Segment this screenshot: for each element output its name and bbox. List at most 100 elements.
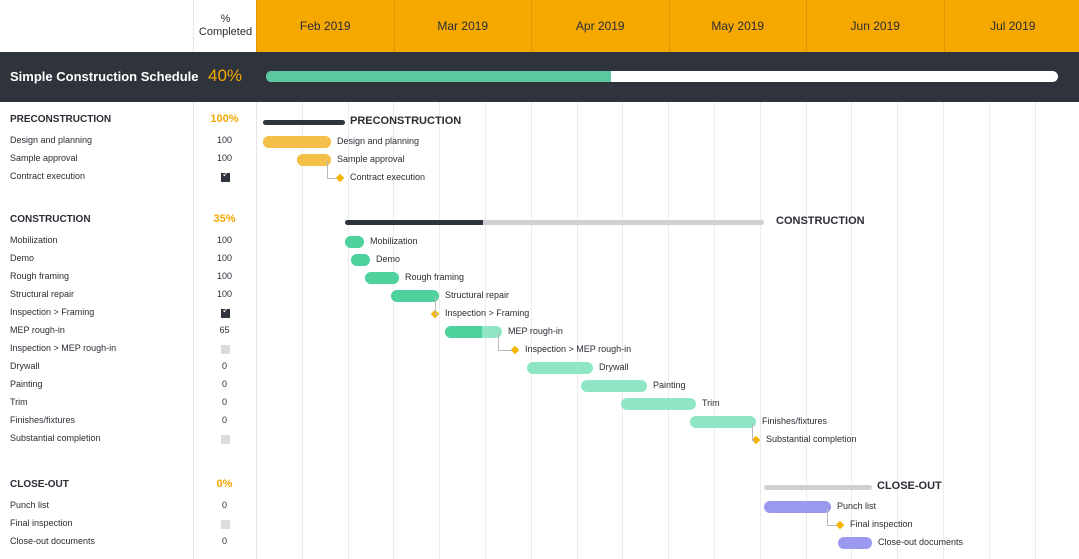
task-row[interactable]: Final inspection	[0, 516, 256, 534]
task-percent: 0	[221, 397, 227, 407]
group-row[interactable]: PRECONSTRUCTION 100%	[0, 113, 256, 131]
grid-line	[988, 102, 990, 559]
column-divider	[256, 102, 257, 559]
task-row[interactable]: Trim 0	[0, 395, 256, 413]
task-row[interactable]: Mobilization 100	[0, 233, 256, 251]
task-name: Design and planning	[10, 135, 93, 145]
month-may-2019[interactable]: May 2019	[668, 0, 807, 52]
task-bar-label: Drywall	[599, 362, 629, 372]
task-name: Drywall	[10, 361, 40, 371]
project-percent: 40%	[208, 66, 243, 85]
dependency-connector	[827, 508, 837, 526]
percent-completed-header[interactable]: % Completed	[193, 0, 257, 52]
task-row[interactable]: Punch list 0	[0, 498, 256, 516]
task-name: Final inspection	[10, 518, 73, 528]
milestone-checkbox-checked[interactable]	[221, 306, 230, 318]
task-bar[interactable]	[527, 362, 593, 374]
task-bar[interactable]	[365, 272, 399, 284]
month-jul-2019[interactable]: Jul 2019	[943, 0, 1079, 52]
grid-line	[393, 102, 395, 559]
task-name: Finishes/fixtures	[10, 415, 76, 425]
task-row[interactable]: Painting 0	[0, 377, 256, 395]
task-bar[interactable]	[838, 537, 872, 549]
task-row[interactable]: Design and planning 100	[0, 133, 256, 151]
header-blank	[0, 0, 193, 52]
task-name: Demo	[10, 253, 35, 263]
task-percent: 100	[216, 271, 233, 281]
task-bar[interactable]	[351, 254, 370, 266]
task-bar-label: Trim	[702, 398, 720, 408]
task-bar-label: Structural repair	[445, 290, 510, 300]
milestone-checkbox[interactable]	[221, 520, 230, 529]
task-bar[interactable]	[621, 398, 696, 410]
task-row[interactable]: Drywall 0	[0, 359, 256, 377]
task-percent: 100	[216, 253, 233, 263]
group-summary-bar[interactable]	[764, 485, 872, 490]
milestone-checkbox-checked[interactable]	[221, 170, 230, 182]
group-row[interactable]: CLOSE-OUT 0%	[0, 478, 256, 496]
timeline-header: Feb 2019 Mar 2019 Apr 2019 May 2019 Jun …	[256, 0, 1079, 52]
task-name: Substantial completion	[10, 433, 101, 443]
dependency-connector	[752, 423, 755, 441]
task-row[interactable]: Rough framing 100	[0, 269, 256, 287]
task-bar-label: Punch list	[837, 501, 877, 511]
group-row[interactable]: CONSTRUCTION 35%	[0, 213, 256, 231]
grid-line	[943, 102, 944, 559]
task-bar[interactable]	[345, 236, 364, 248]
task-name: Punch list	[10, 500, 50, 510]
task-bar-label: Painting	[653, 380, 686, 390]
task-bar[interactable]	[391, 290, 439, 302]
task-bar[interactable]	[263, 136, 331, 148]
month-mar-2019[interactable]: Mar 2019	[393, 0, 532, 52]
task-bar-label: Sample approval	[337, 154, 405, 164]
task-bar[interactable]	[764, 501, 831, 513]
task-name: Contract execution	[10, 171, 86, 181]
task-name: Close-out documents	[10, 536, 96, 546]
group-summary-progress	[345, 220, 484, 225]
grid-line	[622, 102, 624, 559]
task-name: Inspection > MEP rough-in	[10, 343, 117, 353]
task-bar[interactable]	[445, 326, 502, 338]
month-label: Apr 2019	[575, 19, 625, 33]
task-row[interactable]: MEP rough-in 65	[0, 323, 256, 341]
task-bar[interactable]	[690, 416, 756, 428]
task-row[interactable]: Inspection > MEP rough-in	[0, 341, 256, 359]
grid-line	[347, 102, 349, 559]
task-bar-progress	[351, 254, 370, 266]
month-feb-2019[interactable]: Feb 2019	[256, 0, 394, 52]
group-bar-label: CONSTRUCTION	[776, 215, 865, 227]
task-row[interactable]: Structural repair 100	[0, 287, 256, 305]
group-bar-label: PRECONSTRUCTION	[350, 115, 462, 127]
task-row[interactable]: Finishes/fixtures 0	[0, 413, 256, 431]
task-name: Sample approval	[10, 153, 78, 163]
grid-line	[301, 102, 303, 559]
milestone-label: Inspection > MEP rough-in	[525, 344, 632, 354]
grid-line	[439, 102, 441, 559]
task-name: Structural repair	[10, 289, 75, 299]
task-row[interactable]: Demo 100	[0, 251, 256, 269]
grid-line	[668, 102, 670, 559]
task-percent: 0	[221, 361, 227, 371]
task-row[interactable]: Substantial completion	[0, 431, 256, 449]
task-bar[interactable]	[297, 154, 331, 166]
task-row[interactable]: Close-out documents 0	[0, 534, 256, 552]
task-bar-progress	[391, 290, 439, 302]
task-percent: 0	[221, 500, 227, 510]
task-row[interactable]: Sample approval 100	[0, 151, 256, 169]
group-summary-bar[interactable]	[345, 220, 764, 225]
milestone-checkbox[interactable]	[221, 345, 230, 354]
task-bar[interactable]	[581, 380, 647, 392]
group-summary-bar[interactable]	[263, 120, 345, 125]
month-label: Jul 2019	[990, 19, 1036, 33]
task-percent: 0	[221, 379, 227, 389]
task-row[interactable]: Contract execution	[0, 169, 256, 187]
milestone-checkbox[interactable]	[221, 435, 230, 444]
task-row[interactable]: Inspection > Framing	[0, 305, 256, 323]
timeline-grid	[256, 102, 1079, 559]
project-progress-bar[interactable]	[266, 71, 1058, 82]
task-percent: 0	[221, 536, 227, 546]
project-title[interactable]: Simple Construction Schedule	[10, 69, 199, 84]
month-jun-2019[interactable]: Jun 2019	[806, 0, 944, 52]
task-bar-label: Demo	[376, 254, 401, 264]
month-apr-2019[interactable]: Apr 2019	[531, 0, 669, 52]
